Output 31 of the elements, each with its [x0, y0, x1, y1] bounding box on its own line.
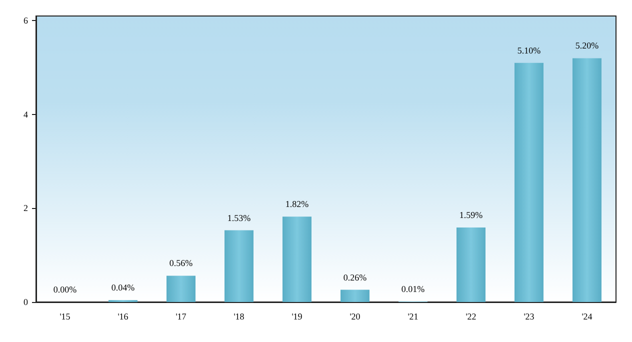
bar: [282, 216, 312, 302]
data-label: 1.53%: [227, 212, 252, 223]
bar: [340, 290, 370, 302]
x-tick-label: '16: [118, 312, 129, 322]
data-label: 5.20%: [575, 40, 600, 51]
bar: [224, 230, 254, 302]
data-label: 1.59%: [459, 210, 484, 220]
x-tick-label: '17: [176, 312, 187, 322]
data-label: 0.26%: [343, 272, 368, 282]
data-label: 0.56%: [169, 258, 194, 268]
x-tick-label: '24: [582, 312, 593, 322]
data-label: 0.00%: [53, 284, 78, 294]
x-tick-label: '21: [408, 312, 418, 322]
x-tick-label: '22: [466, 312, 476, 322]
x-tick-label: '19: [292, 312, 303, 322]
data-label: 5.10%: [517, 45, 542, 56]
x-tick-label: '20: [350, 312, 361, 322]
bar: [166, 276, 196, 302]
y-tick-label: 0: [24, 297, 28, 307]
data-label: 0.01%: [401, 284, 426, 294]
data-label: 0.04%: [111, 282, 136, 293]
bar: [456, 227, 486, 302]
bar: [572, 58, 602, 302]
x-tick-label: '18: [234, 312, 245, 322]
x-tick-label: '15: [60, 312, 71, 322]
x-tick-label: '23: [524, 312, 535, 322]
bar: [514, 62, 544, 302]
data-label: 1.82%: [285, 199, 310, 210]
y-tick-label: 6: [24, 16, 28, 26]
y-tick-label: 4: [24, 109, 28, 120]
y-tick-label: 2: [24, 203, 28, 214]
